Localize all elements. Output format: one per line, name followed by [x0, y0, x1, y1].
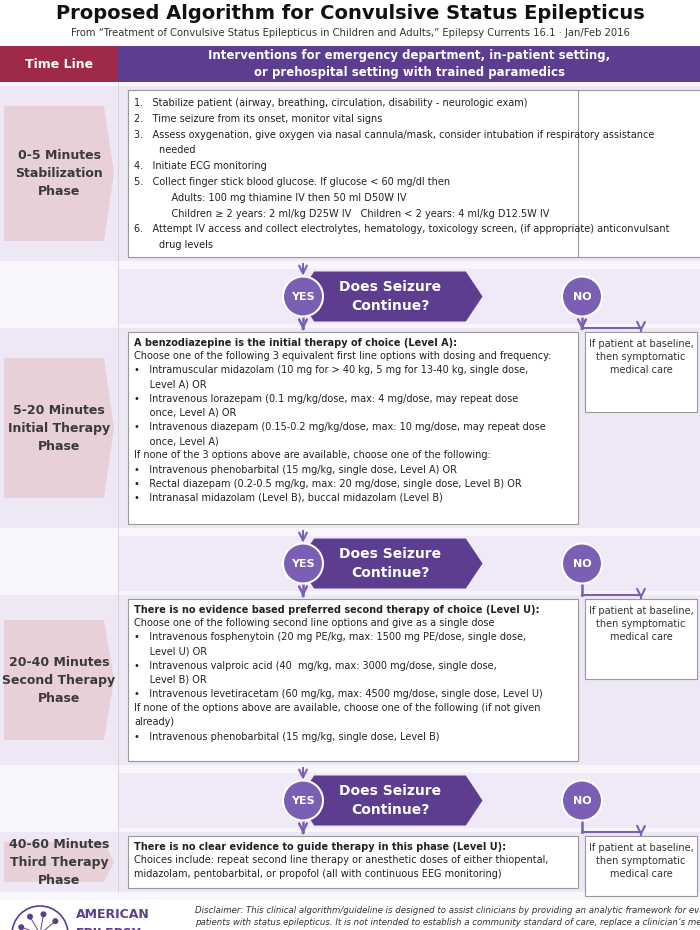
Text: If none of the options above are available, choose one of the following (if not : If none of the options above are availab…: [134, 703, 540, 713]
Text: •   Intravenous fosphenytoin (20 mg PE/kg, max: 1500 mg PE/dose, single dose,: • Intravenous fosphenytoin (20 mg PE/kg,…: [134, 632, 526, 643]
Text: Level A) OR: Level A) OR: [134, 379, 206, 390]
Bar: [128, 332, 578, 524]
Circle shape: [283, 276, 323, 316]
Bar: [118, 269, 700, 324]
Text: There is no clear evidence to guide therapy in this phase (Level U):: There is no clear evidence to guide ther…: [134, 842, 506, 852]
Circle shape: [562, 276, 602, 316]
Text: 20-40 Minutes
Second Therapy
Phase: 20-40 Minutes Second Therapy Phase: [2, 656, 116, 705]
Text: Proposed Algorithm for Convulsive Status Epilepticus: Proposed Algorithm for Convulsive Status…: [55, 4, 645, 23]
Text: YES: YES: [291, 559, 315, 568]
Text: From “Treatment of Convulsive Status Epilepticus in Children and Adults,” Epilep: From “Treatment of Convulsive Status Epi…: [71, 28, 629, 38]
Text: There is no evidence based preferred second therapy of choice (Level U):: There is no evidence based preferred sec…: [134, 605, 540, 615]
Text: •   Intravenous phenobarbital (15 mg/kg, single dose, Level B): • Intravenous phenobarbital (15 mg/kg, s…: [134, 732, 440, 741]
Text: If patient at baseline,
then symptomatic
medical care: If patient at baseline, then symptomatic…: [589, 339, 694, 376]
Text: Choose one of the following 3 equivalent first line options with dosing and freq: Choose one of the following 3 equivalent…: [134, 351, 552, 361]
Text: needed: needed: [134, 145, 195, 155]
Text: Does Seizure
Continue?: Does Seizure Continue?: [339, 547, 441, 579]
Text: patients with status epilepticus. It is not intended to establish a community st: patients with status epilepticus. It is …: [195, 918, 700, 927]
Bar: [128, 599, 578, 761]
Text: YES: YES: [291, 795, 315, 805]
Text: Level U) OR: Level U) OR: [134, 646, 207, 657]
Text: Does Seizure
Continue?: Does Seizure Continue?: [339, 280, 441, 312]
Text: 6.   Attempt IV access and collect electrolytes, hematology, toxicology screen, : 6. Attempt IV access and collect electro…: [134, 224, 669, 234]
Text: Disclaimer: This clinical algorithm/guideline is designed to assist clinicians b: Disclaimer: This clinical algorithm/guid…: [195, 906, 700, 915]
Polygon shape: [4, 106, 114, 241]
Text: 4.   Initiate ECG monitoring: 4. Initiate ECG monitoring: [134, 161, 267, 171]
Text: 2.   Time seizure from its onset, monitor vital signs: 2. Time seizure from its onset, monitor …: [134, 113, 382, 124]
Text: 5-20 Minutes
Initial Therapy
Phase: 5-20 Minutes Initial Therapy Phase: [8, 404, 110, 453]
Text: 3.   Assess oxygenation, give oxygen via nasal cannula/mask, consider intubation: 3. Assess oxygenation, give oxygen via n…: [134, 129, 654, 140]
Text: once, Level A): once, Level A): [134, 436, 218, 446]
Text: •   Intranasal midazolam (Level B), buccal midazolam (Level B): • Intranasal midazolam (Level B), buccal…: [134, 493, 443, 503]
Text: •   Intravenous valproic acid (40  mg/kg, max: 3000 mg/dose, single dose,: • Intravenous valproic acid (40 mg/kg, m…: [134, 660, 497, 671]
Text: 5.   Collect finger stick blood glucose. If glucose < 60 mg/dl then: 5. Collect finger stick blood glucose. I…: [134, 177, 450, 187]
Text: 0-5 Minutes
Stabilization
Phase: 0-5 Minutes Stabilization Phase: [15, 149, 103, 198]
Text: •   Intravenous diazepam (0.15-0.2 mg/kg/dose, max: 10 mg/dose, may repeat dose: • Intravenous diazepam (0.15-0.2 mg/kg/d…: [134, 422, 546, 432]
Circle shape: [52, 918, 58, 924]
Text: Does Seizure
Continue?: Does Seizure Continue?: [339, 784, 441, 817]
Text: •   Intravenous lorazepam (0.1 mg/kg/dose, max: 4 mg/dose, may repeat dose: • Intravenous lorazepam (0.1 mg/kg/dose,…: [134, 393, 518, 404]
Text: Time Line: Time Line: [25, 58, 93, 71]
Bar: [585, 599, 697, 679]
Polygon shape: [298, 776, 482, 826]
Circle shape: [283, 543, 323, 583]
Text: Choices include: repeat second line therapy or anesthetic doses of either thiope: Choices include: repeat second line ther…: [134, 855, 549, 865]
Bar: [0, 86, 700, 261]
Bar: [128, 90, 700, 257]
Text: Level B) OR: Level B) OR: [134, 675, 206, 684]
Circle shape: [562, 543, 602, 583]
Text: •   Intravenous phenobarbital (15 mg/kg, single dose, Level A) OR: • Intravenous phenobarbital (15 mg/kg, s…: [134, 465, 457, 474]
Text: midazolam, pentobarbital, or propofol (all with continuous EEG monitoring): midazolam, pentobarbital, or propofol (a…: [134, 869, 502, 879]
Polygon shape: [4, 358, 114, 498]
Circle shape: [41, 911, 46, 917]
Text: YES: YES: [291, 291, 315, 301]
Polygon shape: [298, 272, 482, 322]
Bar: [118, 46, 700, 82]
Bar: [128, 90, 578, 257]
Bar: [0, 46, 118, 82]
Bar: [0, 0, 700, 46]
Text: Children ≥ 2 years: 2 ml/kg D25W IV   Children < 2 years: 4 ml/kg D12.5W IV: Children ≥ 2 years: 2 ml/kg D25W IV Chil…: [134, 208, 550, 219]
Circle shape: [27, 913, 33, 920]
Text: 1.   Stabilize patient (airway, breathing, circulation, disability - neurologic : 1. Stabilize patient (airway, breathing,…: [134, 98, 528, 108]
Bar: [0, 595, 700, 765]
Bar: [118, 773, 700, 828]
Text: already): already): [134, 717, 174, 727]
Bar: [585, 332, 697, 412]
Bar: [128, 836, 578, 888]
Text: NO: NO: [573, 795, 591, 805]
Bar: [0, 900, 700, 930]
Text: NO: NO: [573, 291, 591, 301]
Text: If patient at baseline,
then symptomatic
medical care: If patient at baseline, then symptomatic…: [589, 606, 694, 643]
Text: AMERICAN
EPILEPSY
SOCIETY: AMERICAN EPILEPSY SOCIETY: [76, 908, 150, 930]
Polygon shape: [4, 620, 114, 740]
Bar: [118, 536, 700, 591]
Text: NO: NO: [573, 559, 591, 568]
Text: •   Intravenous levetiracetam (60 mg/kg, max: 4500 mg/dose, single dose, Level U: • Intravenous levetiracetam (60 mg/kg, m…: [134, 689, 542, 699]
Circle shape: [562, 780, 602, 820]
Text: Adults: 100 mg thiamine IV then 50 ml D50W IV: Adults: 100 mg thiamine IV then 50 ml D5…: [134, 193, 407, 203]
Text: A benzodiazepine is the initial therapy of choice (Level A):: A benzodiazepine is the initial therapy …: [134, 338, 457, 348]
Bar: [0, 832, 700, 892]
Text: drug levels: drug levels: [134, 240, 213, 250]
Text: •   Rectal diazepam (0.2-0.5 mg/kg, max: 20 mg/dose, single dose, Level B) OR: • Rectal diazepam (0.2-0.5 mg/kg, max: 2…: [134, 479, 522, 489]
Text: once, Level A) OR: once, Level A) OR: [134, 407, 237, 418]
Text: 40-60 Minutes
Third Therapy
Phase: 40-60 Minutes Third Therapy Phase: [9, 838, 109, 886]
Circle shape: [283, 780, 323, 820]
Text: Choose one of the following second line options and give as a single dose: Choose one of the following second line …: [134, 618, 494, 628]
Polygon shape: [298, 538, 482, 589]
Circle shape: [18, 924, 25, 930]
Text: •   Intramuscular midazolam (10 mg for > 40 kg, 5 mg for 13-40 kg, single dose,: • Intramuscular midazolam (10 mg for > 4…: [134, 365, 528, 375]
Text: Interventions for emergency department, in-patient setting,
or prehospital setti: Interventions for emergency department, …: [208, 49, 610, 79]
Text: If patient at baseline,
then symptomatic
medical care: If patient at baseline, then symptomatic…: [589, 843, 694, 880]
Bar: [0, 328, 700, 528]
Bar: [585, 836, 697, 896]
Text: If none of the 3 options above are available, choose one of the following:: If none of the 3 options above are avail…: [134, 450, 491, 460]
Polygon shape: [4, 842, 114, 882]
